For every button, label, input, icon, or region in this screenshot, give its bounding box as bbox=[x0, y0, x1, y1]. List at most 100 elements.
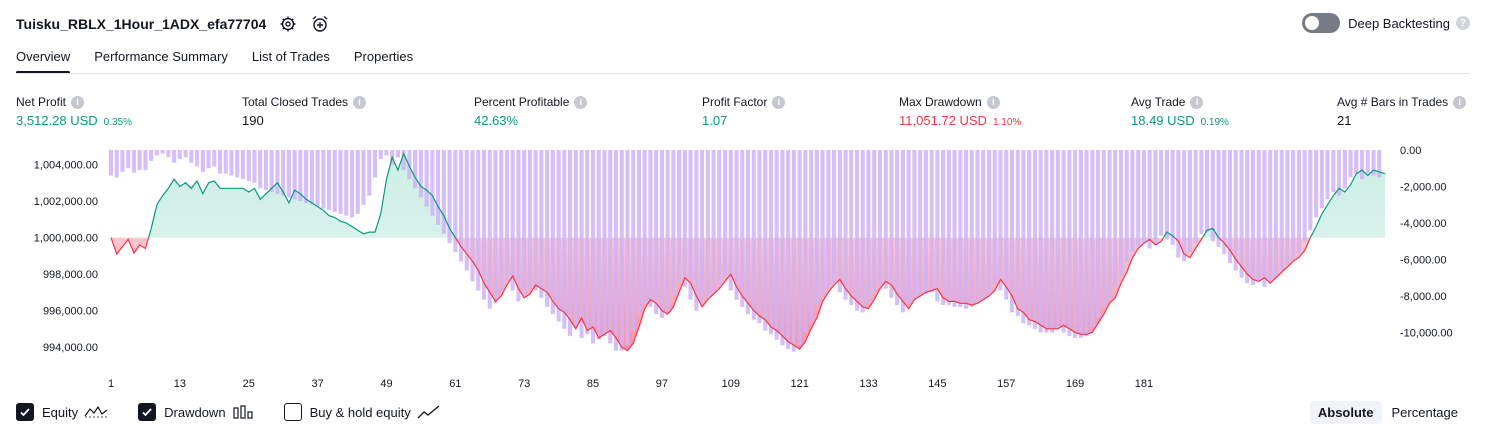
drawdown-bar bbox=[137, 150, 142, 171]
drawdown-bar bbox=[700, 150, 705, 304]
drawdown-bar bbox=[200, 150, 205, 172]
mode-absolute-button[interactable]: Absolute bbox=[1309, 401, 1382, 424]
deep-backtesting-toggle[interactable] bbox=[1302, 13, 1341, 33]
drawdown-bar bbox=[1050, 150, 1055, 333]
drawdown-bar bbox=[889, 150, 894, 298]
metric-percent: 1.10% bbox=[992, 117, 1022, 128]
drawdown-bar bbox=[1004, 150, 1009, 300]
drawdown-bar bbox=[1032, 150, 1037, 329]
drawdown-bar bbox=[768, 150, 773, 335]
drawdown-bar bbox=[1107, 150, 1112, 302]
info-icon[interactable]: i bbox=[574, 95, 588, 109]
drawdown-bar bbox=[189, 150, 194, 163]
metric-label: Total Closed Trades bbox=[242, 95, 349, 109]
settings-icon[interactable] bbox=[278, 14, 298, 34]
drawdown-bar bbox=[206, 150, 211, 169]
drawdown-bar bbox=[1279, 150, 1284, 271]
metric-percent: 0.19% bbox=[1200, 117, 1229, 128]
drawdown-bar bbox=[315, 150, 320, 207]
drawdown-bar bbox=[1285, 150, 1290, 265]
drawdown-bar bbox=[1377, 150, 1382, 178]
legend-equity[interactable]: Equity bbox=[16, 403, 108, 421]
x-axis-label: 169 bbox=[1066, 378, 1084, 390]
drawdown-bar bbox=[1101, 150, 1106, 307]
alarm-add-icon[interactable] bbox=[310, 14, 330, 34]
drawdown-bar bbox=[321, 150, 326, 209]
tab-list-of-trades[interactable]: List of Trades bbox=[251, 49, 330, 64]
drawdown-bar bbox=[269, 150, 274, 192]
metric-value: 42.63% bbox=[474, 113, 519, 128]
drawdown-bar bbox=[447, 150, 452, 244]
drawdown-bar bbox=[1141, 150, 1146, 244]
drawdown-bar bbox=[499, 150, 504, 293]
tab-properties[interactable]: Properties bbox=[353, 49, 414, 64]
drawdown-bar bbox=[235, 150, 240, 178]
drawdown-bar bbox=[1325, 150, 1330, 200]
drawdown-bar bbox=[941, 150, 946, 306]
info-icon[interactable]: i bbox=[986, 95, 1000, 109]
legend-buy-hold[interactable]: Buy & hold equity bbox=[283, 403, 441, 421]
drawdown-axis-label: -4,000.00 bbox=[1400, 218, 1446, 230]
info-icon[interactable]: i bbox=[1190, 95, 1204, 109]
drawdown-bar bbox=[1342, 150, 1347, 189]
info-icon[interactable]: i bbox=[1453, 95, 1467, 109]
equity-line-icon bbox=[84, 404, 108, 420]
x-axis-label: 13 bbox=[174, 378, 186, 390]
drawdown-bar bbox=[935, 150, 940, 302]
drawdown-bar bbox=[952, 150, 957, 307]
x-axis-label: 157 bbox=[997, 378, 1015, 390]
info-icon[interactable]: i bbox=[71, 95, 85, 109]
drawdown-bar bbox=[786, 150, 791, 349]
drawdown-bar bbox=[1273, 150, 1278, 276]
x-axis-label: 25 bbox=[243, 378, 255, 390]
drawdown-axis-label: -6,000.00 bbox=[1400, 254, 1446, 266]
info-icon[interactable]: i bbox=[353, 95, 367, 109]
drawdown-bar bbox=[843, 150, 848, 300]
drawdown-bar bbox=[126, 150, 131, 169]
drawdown-bar bbox=[298, 150, 303, 202]
drawdown-bar bbox=[149, 150, 154, 161]
drawdown-bar bbox=[1170, 150, 1175, 245]
drawdown-bar bbox=[602, 150, 607, 337]
drawdown-bar bbox=[1113, 150, 1118, 287]
tab-performance-summary[interactable]: Performance Summary bbox=[94, 49, 228, 64]
drawdown-bar bbox=[459, 150, 464, 262]
help-icon[interactable]: ? bbox=[1456, 16, 1470, 30]
drawdown-bar bbox=[1233, 150, 1238, 271]
drawdown-bar bbox=[849, 150, 854, 306]
tab-overview[interactable]: Overview bbox=[16, 46, 71, 74]
drawdown-bar bbox=[751, 150, 756, 320]
info-icon[interactable]: i bbox=[772, 95, 786, 109]
drawdown-bar bbox=[1055, 150, 1060, 329]
drawdown-bar bbox=[1130, 150, 1135, 253]
metric-value: 21 bbox=[1337, 113, 1352, 128]
drawdown-bar bbox=[487, 150, 492, 309]
drawdown-checkbox[interactable] bbox=[138, 403, 157, 421]
drawdown-bar bbox=[1187, 150, 1192, 253]
drawdown-bar bbox=[619, 150, 624, 351]
legend-equity-label: Equity bbox=[42, 404, 79, 420]
drawdown-bar bbox=[872, 150, 877, 293]
drawdown-bar bbox=[780, 150, 785, 346]
buyhold-checkbox[interactable] bbox=[283, 403, 302, 421]
drawdown-bar bbox=[430, 150, 435, 216]
drawdown-bar bbox=[1245, 150, 1250, 284]
equity-drawdown-chart[interactable]: 1,004,000.00 1,002,000.00 1,000,000.00 998,… bbox=[0, 140, 1486, 395]
drawdown-bar bbox=[1250, 150, 1255, 285]
drawdown-bar bbox=[642, 150, 647, 304]
drawdown-bar bbox=[1302, 150, 1307, 242]
equity-axis-label: 1,002,000.00 bbox=[34, 196, 98, 208]
mode-percentage-button[interactable]: Percentage bbox=[1391, 405, 1459, 420]
drawdown-bar bbox=[1348, 150, 1353, 178]
metric-percent-profitable: Percent Profitable i 42.63% bbox=[474, 94, 588, 128]
drawdown-bar bbox=[418, 150, 423, 198]
legend-drawdown[interactable]: Drawdown bbox=[138, 403, 253, 421]
metric-value: 190 bbox=[242, 113, 264, 128]
drawdown-bar bbox=[212, 150, 217, 167]
drawdown-bar bbox=[1176, 150, 1181, 258]
metric-profit-factor: Profit Factor i 1.07 bbox=[702, 94, 786, 128]
equity-checkbox[interactable] bbox=[16, 403, 34, 421]
drawdown-bar bbox=[154, 150, 159, 156]
drawdown-bar bbox=[1199, 150, 1204, 234]
x-axis-label: 145 bbox=[928, 378, 946, 390]
